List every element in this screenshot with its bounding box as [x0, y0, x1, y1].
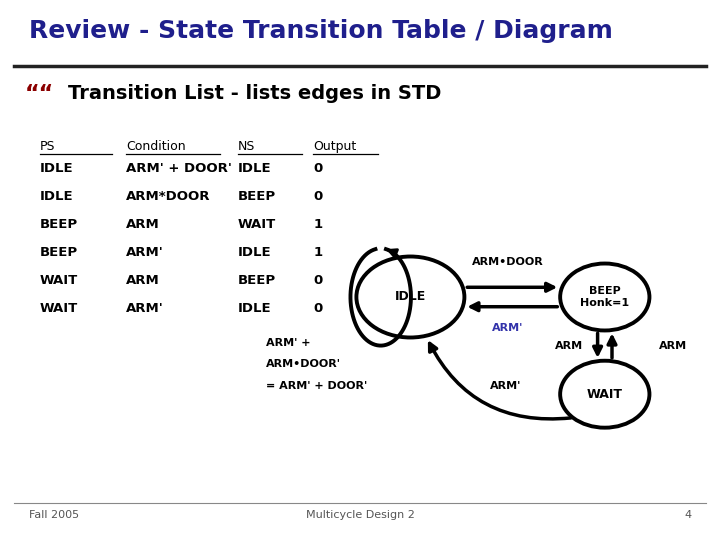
Text: IDLE: IDLE [395, 291, 426, 303]
Text: Condition: Condition [126, 140, 186, 153]
Text: IDLE: IDLE [238, 246, 271, 259]
Text: Review - State Transition Table / Diagram: Review - State Transition Table / Diagra… [29, 19, 613, 43]
Text: PS: PS [40, 140, 55, 153]
Text: ARM: ARM [555, 341, 583, 350]
FancyArrowPatch shape [608, 337, 616, 358]
Text: ARM' + DOOR': ARM' + DOOR' [126, 162, 232, 175]
Text: ““: ““ [25, 84, 55, 104]
Text: NS: NS [238, 140, 255, 153]
FancyArrowPatch shape [594, 333, 601, 354]
Text: 1: 1 [313, 246, 323, 259]
Text: 0: 0 [313, 302, 323, 315]
Text: WAIT: WAIT [238, 218, 276, 231]
Text: BEEP
Honk=1: BEEP Honk=1 [580, 286, 629, 308]
Text: BEEP: BEEP [238, 274, 276, 287]
FancyArrowPatch shape [471, 303, 557, 310]
Text: ARM': ARM' [490, 381, 521, 391]
Text: ARM: ARM [659, 341, 687, 350]
Text: = ARM' + DOOR': = ARM' + DOOR' [266, 381, 368, 391]
Text: ARM': ARM' [492, 323, 523, 333]
Text: Multicycle Design 2: Multicycle Design 2 [305, 510, 415, 521]
Text: 0: 0 [313, 162, 323, 175]
Text: BEEP: BEEP [40, 218, 78, 231]
Text: BEEP: BEEP [40, 246, 78, 259]
Text: ARM: ARM [126, 218, 160, 231]
Text: IDLE: IDLE [238, 162, 271, 175]
Text: WAIT: WAIT [40, 274, 78, 287]
Text: Transition List - lists edges in STD: Transition List - lists edges in STD [68, 84, 442, 103]
Text: WAIT: WAIT [40, 302, 78, 315]
Text: ARM: ARM [126, 274, 160, 287]
Text: IDLE: IDLE [40, 162, 73, 175]
Text: 4: 4 [684, 510, 691, 521]
Text: ARM*DOOR: ARM*DOOR [126, 190, 210, 203]
Text: ARM': ARM' [126, 246, 163, 259]
Text: IDLE: IDLE [238, 302, 271, 315]
Text: Output: Output [313, 140, 356, 153]
Text: ARM•DOOR': ARM•DOOR' [266, 359, 341, 369]
Text: ARM': ARM' [126, 302, 163, 315]
Text: 1: 1 [313, 218, 323, 231]
Text: 0: 0 [313, 274, 323, 287]
Text: BEEP: BEEP [238, 190, 276, 203]
Text: IDLE: IDLE [40, 190, 73, 203]
FancyArrowPatch shape [430, 343, 571, 419]
FancyArrowPatch shape [467, 284, 554, 291]
Text: 0: 0 [313, 190, 323, 203]
Text: WAIT: WAIT [587, 388, 623, 401]
Text: Fall 2005: Fall 2005 [29, 510, 79, 521]
Text: ARM' +: ARM' + [266, 338, 311, 348]
Text: ARM•DOOR: ARM•DOOR [472, 257, 544, 267]
